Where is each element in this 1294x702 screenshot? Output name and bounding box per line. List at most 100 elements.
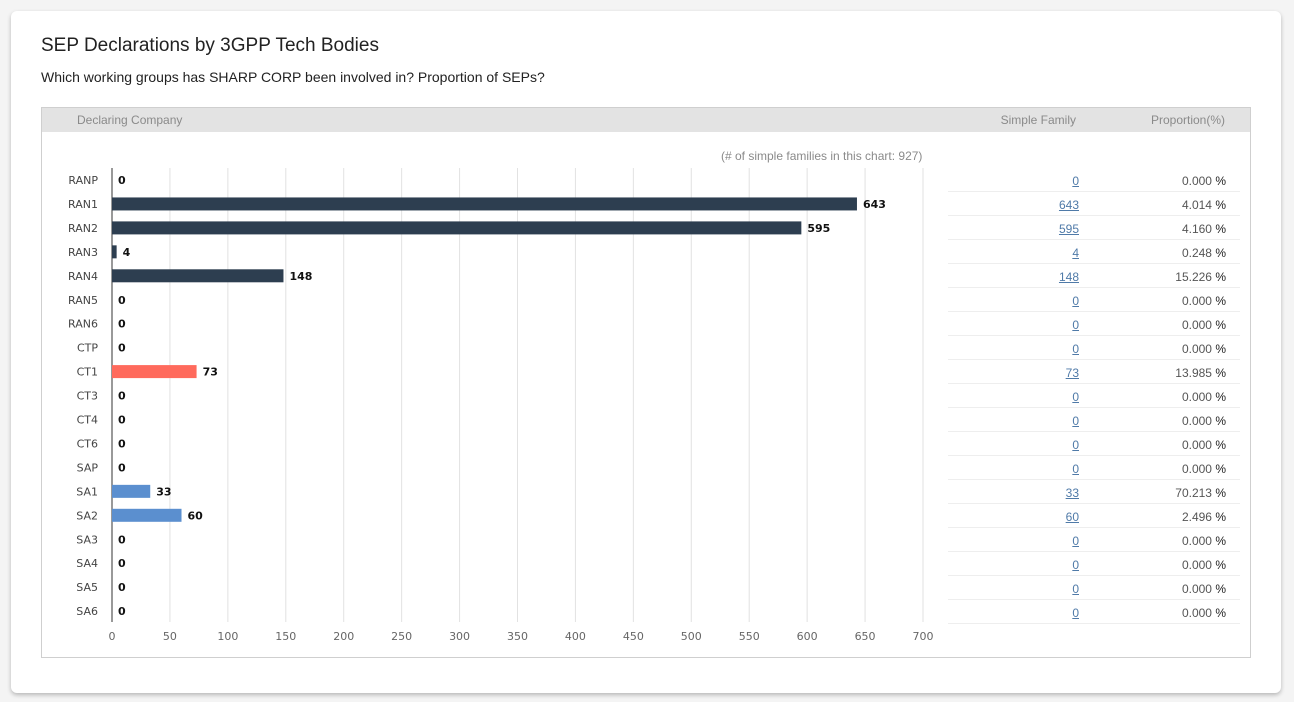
x-tick-label: 400 [565, 630, 586, 643]
proportion-value: 13.985 % [1175, 366, 1226, 380]
table-row: 0 0.000 % [948, 384, 1240, 408]
header-declaring-company: Declaring Company [77, 113, 183, 127]
percent-symbol: % [1215, 606, 1226, 620]
table-row: 643 4.014 % [948, 192, 1240, 216]
value-label: 0 [118, 174, 126, 187]
table-row: 148 15.226 % [948, 264, 1240, 288]
percent-symbol: % [1215, 342, 1226, 356]
percent-symbol: % [1215, 486, 1226, 500]
proportion-value: 0.000 % [1181, 606, 1226, 620]
category-label: RANP [68, 174, 98, 187]
percent-symbol: % [1215, 294, 1226, 308]
x-tick-label: 0 [109, 630, 116, 643]
page-title: SEP Declarations by 3GPP Tech Bodies [41, 35, 379, 56]
grid-lines [111, 168, 924, 622]
value-label: 33 [156, 485, 171, 498]
value-label: 0 [118, 461, 126, 474]
table-row: 0 0.000 % [948, 432, 1240, 456]
value-label: 643 [863, 198, 886, 211]
proportion-value: 0.000 % [1181, 174, 1226, 188]
proportion-value: 0.000 % [1181, 462, 1226, 476]
proportion-table: 0 0.000 % 643 4.014 % 595 4.160 % 4 0.248 % 148 1… [948, 168, 1240, 624]
simple-family-link[interactable]: 60 [1065, 510, 1079, 524]
x-tick-label: 100 [217, 630, 238, 643]
simple-family-link[interactable]: 595 [1058, 222, 1079, 236]
percent-symbol: % [1215, 582, 1226, 596]
bar-ran2[interactable] [112, 221, 802, 235]
bar-ran3[interactable] [112, 245, 117, 259]
x-tick-label: 250 [391, 630, 412, 643]
x-tick-label: 550 [739, 630, 760, 643]
category-label: RAN1 [68, 198, 98, 211]
simple-family-link[interactable]: 0 [1072, 174, 1079, 188]
x-tick-label: 700 [913, 630, 934, 643]
table-row: 0 0.000 % [948, 600, 1240, 624]
x-tick-label: 500 [681, 630, 702, 643]
percent-symbol: % [1215, 318, 1226, 332]
value-label: 0 [118, 533, 126, 546]
category-label: SA1 [76, 485, 98, 498]
x-tick-label: 300 [449, 630, 470, 643]
simple-family-link[interactable]: 0 [1072, 438, 1079, 452]
proportion-value: 0.000 % [1181, 558, 1226, 572]
category-label: SA4 [76, 557, 98, 570]
proportion-value: 2.496 % [1181, 510, 1226, 524]
bar-ran1[interactable] [112, 197, 857, 211]
value-label: 0 [118, 437, 126, 450]
simple-family-link[interactable]: 643 [1058, 198, 1079, 212]
proportion-value: 0.000 % [1181, 534, 1226, 548]
proportion-value: 0.248 % [1181, 246, 1226, 260]
bar-ct1[interactable] [112, 365, 197, 379]
value-label: 0 [118, 581, 126, 594]
bar-ran4[interactable] [112, 269, 284, 283]
simple-family-link[interactable]: 0 [1072, 414, 1079, 428]
simple-family-link[interactable]: 0 [1072, 318, 1079, 332]
simple-family-link[interactable]: 0 [1072, 606, 1079, 620]
table-row: 33 70.213 % [948, 480, 1240, 504]
proportion-value: 0.000 % [1181, 342, 1226, 356]
value-label: 0 [118, 318, 126, 331]
table-row: 0 0.000 % [948, 552, 1240, 576]
percent-symbol: % [1215, 270, 1226, 284]
simple-family-link[interactable]: 0 [1072, 462, 1079, 476]
bar-sa1[interactable] [112, 484, 151, 498]
proportion-value: 0.000 % [1181, 390, 1226, 404]
percent-symbol: % [1215, 366, 1226, 380]
table-row: 0 0.000 % [948, 312, 1240, 336]
table-row: 0 0.000 % [948, 288, 1240, 312]
value-label: 73 [203, 366, 218, 379]
value-label: 0 [118, 390, 126, 403]
bar-chart: 0 50 100 150 200 250 300 350 400 450 500 550 600 650 7… [68, 168, 934, 643]
value-label: 148 [289, 270, 312, 283]
simple-family-link[interactable]: 0 [1072, 294, 1079, 308]
table-header: Declaring Company Simple Family Proporti… [42, 108, 1250, 132]
proportion-value: 0.000 % [1181, 318, 1226, 332]
simple-family-link[interactable]: 0 [1072, 558, 1079, 572]
table-row: 0 0.000 % [948, 576, 1240, 600]
simple-family-link[interactable]: 0 [1072, 582, 1079, 596]
table-row: 0 0.000 % [948, 168, 1240, 192]
chart-card: SEP Declarations by 3GPP Tech Bodies Whi… [11, 11, 1281, 693]
x-tick-label: 600 [797, 630, 818, 643]
proportion-value: 4.014 % [1181, 198, 1226, 212]
category-label: SA3 [76, 533, 98, 546]
category-label: CT3 [77, 390, 98, 403]
simple-family-link[interactable]: 73 [1065, 366, 1079, 380]
simple-family-link[interactable]: 0 [1072, 390, 1079, 404]
simple-family-link[interactable]: 33 [1065, 486, 1079, 500]
table-row: 0 0.000 % [948, 408, 1240, 432]
percent-symbol: % [1215, 246, 1226, 260]
bars [112, 197, 857, 522]
simple-family-link[interactable]: 4 [1072, 246, 1079, 260]
category-label: SAP [77, 461, 99, 474]
bar-sa2[interactable] [112, 508, 182, 522]
simple-family-link[interactable]: 148 [1058, 270, 1079, 284]
percent-symbol: % [1215, 174, 1226, 188]
simple-family-link[interactable]: 0 [1072, 534, 1079, 548]
simple-family-link[interactable]: 0 [1072, 342, 1079, 356]
x-tick-label: 650 [855, 630, 876, 643]
proportion-value: 15.226 % [1175, 270, 1226, 284]
value-label: 0 [118, 414, 126, 427]
proportion-value: 0.000 % [1181, 438, 1226, 452]
header-proportion: Proportion(%) [1150, 113, 1225, 127]
